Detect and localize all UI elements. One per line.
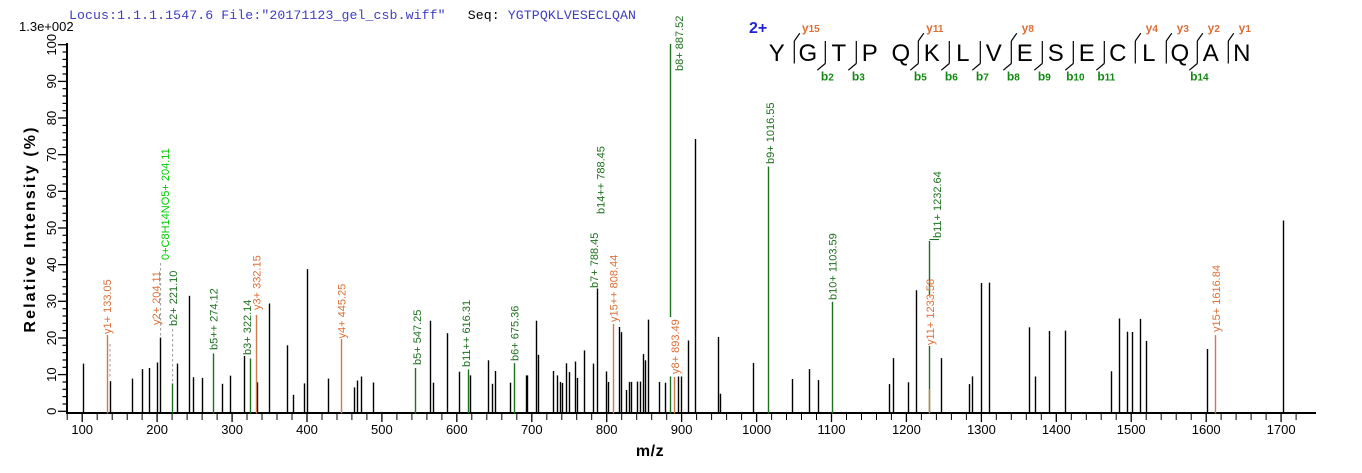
svg-text:S: S <box>1048 40 1064 67</box>
svg-text:b6: b6 <box>945 70 958 84</box>
svg-text:m/z: m/z <box>636 443 664 460</box>
svg-text:y2: y2 <box>1208 21 1221 35</box>
svg-text:b3: b3 <box>852 70 865 84</box>
svg-text:50: 50 <box>44 221 59 235</box>
svg-text:100: 100 <box>71 422 93 437</box>
svg-text:y15+ 1616.84: y15+ 1616.84 <box>1211 265 1223 332</box>
svg-text:b3+ 322.14: b3+ 322.14 <box>242 300 254 355</box>
svg-text:Q: Q <box>891 40 910 67</box>
svg-text:T: T <box>831 40 846 67</box>
svg-text:K: K <box>924 40 940 67</box>
svg-text:400: 400 <box>296 422 318 437</box>
svg-text:b2: b2 <box>821 70 834 84</box>
svg-text:100: 100 <box>44 34 59 56</box>
svg-text:500: 500 <box>371 422 393 437</box>
svg-text:C: C <box>1109 40 1126 67</box>
svg-text:1200: 1200 <box>892 422 921 437</box>
svg-text:y4: y4 <box>1146 21 1159 35</box>
svg-text:Seq: YGTPQKLVESECLQAN: Seq: YGTPQKLVESECLQAN <box>468 8 636 23</box>
svg-text:b9: b9 <box>1038 70 1051 84</box>
svg-text:60: 60 <box>44 184 59 198</box>
svg-text:N: N <box>1233 40 1250 67</box>
svg-text:G: G <box>798 40 817 67</box>
svg-text:1600: 1600 <box>1192 422 1221 437</box>
svg-text:b9+ 1016.55: b9+ 1016.55 <box>765 103 777 164</box>
svg-text:V: V <box>986 40 1002 67</box>
svg-text:E: E <box>1017 40 1033 67</box>
svg-text:1700: 1700 <box>1267 422 1296 437</box>
svg-text:b14: b14 <box>1190 70 1209 84</box>
svg-text:10: 10 <box>44 367 59 381</box>
svg-text:b11+ 1232.64: b11+ 1232.64 <box>932 171 944 238</box>
svg-text:1300: 1300 <box>967 422 996 437</box>
svg-text:80: 80 <box>44 111 59 125</box>
svg-text:40: 40 <box>44 257 59 271</box>
svg-text:b6+ 675.36: b6+ 675.36 <box>510 306 522 361</box>
svg-text:Q: Q <box>1170 40 1189 67</box>
svg-text:900: 900 <box>671 422 693 437</box>
svg-text:b10+ 1103.59: b10+ 1103.59 <box>828 233 840 300</box>
svg-text:b10: b10 <box>1066 70 1085 84</box>
svg-text:70: 70 <box>44 147 59 161</box>
svg-text:b7+ 788.45: b7+ 788.45 <box>589 233 601 288</box>
svg-text:800: 800 <box>596 422 618 437</box>
svg-text:y3: y3 <box>1177 21 1190 35</box>
svg-text:b14++ 788.45: b14++ 788.45 <box>596 146 608 214</box>
svg-text:L: L <box>1142 40 1155 67</box>
svg-text:1100: 1100 <box>818 422 846 437</box>
svg-text:E: E <box>1079 40 1095 67</box>
svg-text:y15: y15 <box>802 21 820 35</box>
svg-text:200: 200 <box>146 422 168 437</box>
svg-text:0+C8H14NO5+ 204.11: 0+C8H14NO5+ 204.11 <box>160 148 172 260</box>
svg-text:y8: y8 <box>1022 21 1035 35</box>
svg-text:L: L <box>956 40 969 67</box>
svg-text:0: 0 <box>44 408 59 415</box>
svg-text:Relative Intensity (%): Relative Intensity (%) <box>22 125 39 332</box>
svg-text:b11++ 616.31: b11++ 616.31 <box>461 300 473 367</box>
svg-text:b5: b5 <box>914 70 927 84</box>
svg-text:b11: b11 <box>1097 70 1115 84</box>
svg-text:Locus:1.1.1.1547.6 File:"20171: Locus:1.1.1.1547.6 File:"20171123_gel_cs… <box>69 8 446 23</box>
svg-text:b5+ 547.25: b5+ 547.25 <box>412 310 424 365</box>
svg-text:90: 90 <box>44 74 59 88</box>
svg-text:y2+ 204.11: y2+ 204.11 <box>151 271 163 325</box>
svg-text:y15++ 808.44: y15++ 808.44 <box>609 255 621 322</box>
svg-text:b5++ 274.12: b5++ 274.12 <box>209 288 221 350</box>
svg-text:y1+ 133.05: y1+ 133.05 <box>102 279 114 334</box>
svg-text:20: 20 <box>44 331 59 345</box>
svg-text:b7: b7 <box>976 70 989 84</box>
svg-text:2+: 2+ <box>749 20 767 37</box>
svg-text:y3+ 332.15: y3+ 332.15 <box>252 255 264 310</box>
svg-text:P: P <box>862 40 878 67</box>
svg-text:1000: 1000 <box>742 422 771 437</box>
svg-text:1500: 1500 <box>1117 422 1146 437</box>
svg-text:1400: 1400 <box>1042 422 1071 437</box>
svg-text:y11+ 1233.58: y11+ 1233.58 <box>925 279 937 345</box>
svg-text:y1: y1 <box>1239 21 1252 35</box>
svg-text:1.3e+002: 1.3e+002 <box>19 19 74 34</box>
svg-text:y11: y11 <box>926 21 944 35</box>
svg-text:30: 30 <box>44 294 59 308</box>
svg-text:700: 700 <box>521 422 543 437</box>
svg-text:300: 300 <box>221 422 243 437</box>
svg-text:A: A <box>1203 40 1219 67</box>
svg-text:y8+ 893.49: y8+ 893.49 <box>670 319 682 374</box>
svg-text:b2+ 221.10: b2+ 221.10 <box>168 271 180 326</box>
svg-text:b8: b8 <box>1007 70 1020 84</box>
svg-text:b8+ 887.52: b8+ 887.52 <box>674 16 686 71</box>
svg-text:y4+ 445.25: y4+ 445.25 <box>337 284 349 339</box>
svg-text:600: 600 <box>446 422 468 437</box>
svg-text:Y: Y <box>769 40 785 67</box>
